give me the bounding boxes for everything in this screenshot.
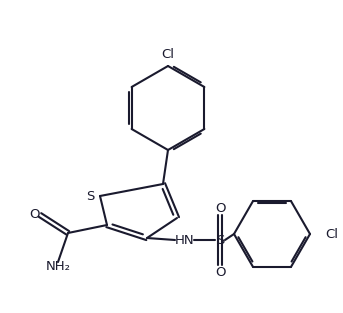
Text: S: S [216, 233, 224, 247]
Text: NH₂: NH₂ [46, 259, 71, 273]
Text: HN: HN [175, 233, 195, 247]
Text: Cl: Cl [325, 228, 338, 240]
Text: S: S [86, 189, 94, 203]
Text: O: O [29, 208, 39, 222]
Text: Cl: Cl [162, 49, 175, 61]
Text: O: O [215, 265, 225, 279]
Text: O: O [215, 202, 225, 214]
